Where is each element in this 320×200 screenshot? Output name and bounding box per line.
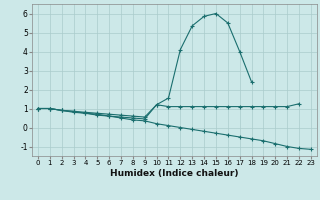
X-axis label: Humidex (Indice chaleur): Humidex (Indice chaleur) — [110, 169, 239, 178]
